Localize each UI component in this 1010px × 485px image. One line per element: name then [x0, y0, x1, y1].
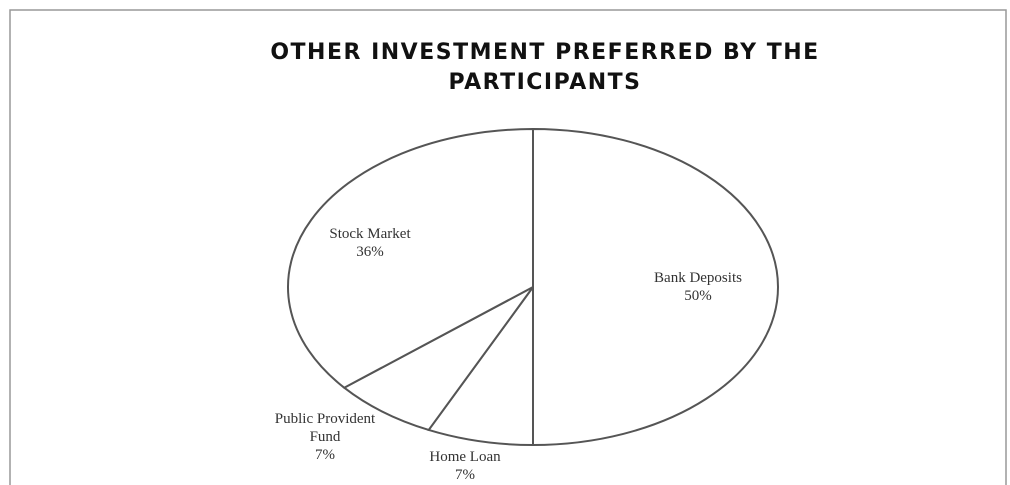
- chart-title: OTHER INVESTMENT PREFERRED BY THE PARTIC…: [270, 40, 820, 95]
- category-label: Bank Deposits: [654, 270, 742, 286]
- pie-slice: [532, 127, 779, 447]
- value-label: 7%: [455, 467, 475, 483]
- slice-label: Public Provident Fund 7%: [265, 410, 385, 464]
- slice-label: Bank Deposits 50%: [623, 269, 773, 305]
- category-label: Public Provident Fund: [274, 411, 376, 445]
- value-label: 36%: [356, 244, 384, 260]
- slice-label: Home Loan 7%: [390, 448, 540, 484]
- slice-label: Stock Market 36%: [295, 225, 445, 261]
- pie-slice: [342, 286, 534, 432]
- value-label: 50%: [684, 288, 712, 304]
- pie-slice: [287, 127, 534, 389]
- value-label: 7%: [315, 447, 335, 463]
- category-label: Home Loan: [429, 449, 501, 465]
- frame: [9, 9, 1007, 485]
- pie-slice: [427, 283, 534, 447]
- category-label: Stock Market: [329, 226, 411, 242]
